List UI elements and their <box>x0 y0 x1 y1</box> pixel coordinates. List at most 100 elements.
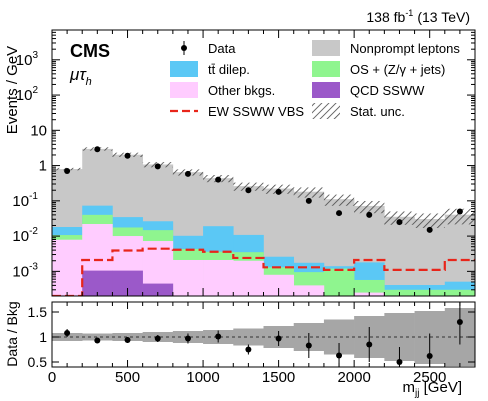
legend: Data tt̄ dilep. Other bkgs. EW SSWW VBS Nonp… <box>170 40 460 119</box>
stat-unc-band <box>384 211 415 225</box>
ratio-point <box>456 319 463 325</box>
channel-label: μτh <box>69 65 92 88</box>
y-tick-label: 10-3 <box>12 261 38 280</box>
y-tick-label: 1 <box>39 158 47 175</box>
x-tick-label: 1500 <box>262 369 295 386</box>
legend-label: Stat. unc. <box>350 104 405 119</box>
data-point <box>94 146 101 153</box>
ratio-point <box>215 333 222 340</box>
y-tick-exp: 3 <box>32 50 38 61</box>
y-tick-label: 102 <box>16 85 39 104</box>
signal-line <box>52 247 475 296</box>
bottom-plot-area <box>52 308 475 366</box>
data-point <box>305 197 312 204</box>
x-tick-label: 2500 <box>413 369 446 386</box>
x-tick-label: 0 <box>48 369 56 386</box>
stat-unc-band <box>354 200 385 214</box>
legend-marker <box>181 45 187 51</box>
histogram-bar <box>52 239 83 296</box>
y-tick-label: 103 <box>16 50 39 69</box>
legend-swatch <box>312 61 340 77</box>
ratio-point <box>184 335 191 342</box>
histogram-bar <box>172 259 204 296</box>
ratio-point <box>64 330 71 336</box>
ratio-point <box>396 359 403 365</box>
y-tick-base: 10 <box>12 228 29 245</box>
data-point <box>275 188 282 195</box>
y-tick-base: 10 <box>12 193 29 210</box>
legend-hatch <box>312 103 340 119</box>
x-tick-label: 1000 <box>186 369 219 386</box>
histogram-bar <box>323 268 355 296</box>
legend-swatch <box>170 61 198 77</box>
lumi-label: 138 fb-1 (13 TeV) <box>366 8 470 25</box>
data-point <box>64 168 71 175</box>
top-plot-area <box>52 147 475 296</box>
y-tick-base: 10 <box>30 122 47 139</box>
ratio-point <box>366 341 373 348</box>
histogram-bar <box>82 270 113 296</box>
stat-unc-band <box>414 213 445 228</box>
histogram-bar <box>233 260 264 296</box>
legend-label: tt̄ dilep. <box>208 62 250 77</box>
ratio-point <box>305 342 312 349</box>
y-tick-label: 10-1 <box>12 191 38 210</box>
data-point <box>215 176 222 183</box>
ratio-point <box>124 337 131 343</box>
ratio-point <box>245 346 252 353</box>
legend-label: QCD SSWW <box>350 83 425 98</box>
ratio-unc-band <box>233 328 264 346</box>
data-point <box>366 211 373 218</box>
legend-swatch <box>170 82 198 98</box>
ratio-unc-band <box>82 333 113 341</box>
y-tick-exp: -2 <box>29 226 38 237</box>
stat-unc-band <box>323 194 355 206</box>
ratio-point <box>94 337 101 344</box>
ratio-panel: 0.5 1 1.5 0 500 1000 1500 2000 2500 <box>28 301 476 386</box>
stat-unc-band <box>444 208 475 225</box>
y-tick-label: 10-2 <box>12 226 38 245</box>
x-tick-label: 2000 <box>337 369 370 386</box>
histogram-bar <box>354 279 385 296</box>
y-axis-label-bottom: Data / Bkg <box>4 301 20 366</box>
y-tick-exp: -3 <box>29 261 38 272</box>
data-point <box>336 210 343 217</box>
legend-label: Nonprompt leptons <box>350 41 460 56</box>
y-tick-exp: -1 <box>29 191 38 202</box>
data-point <box>396 219 403 226</box>
y-axis-label-top: Events / GeV <box>4 46 21 134</box>
legend-swatch <box>312 82 340 98</box>
data-point <box>154 163 161 170</box>
legend-swatch <box>312 40 340 56</box>
y-tick-exp: 2 <box>32 85 38 96</box>
legend-label: Other bkgs. <box>208 83 275 98</box>
data-point <box>426 226 433 233</box>
x-axis-label: mjj [GeV] <box>403 379 462 399</box>
y-tick-base: 10 <box>16 52 33 69</box>
y-tick-base: 1 <box>39 158 47 175</box>
histogram-bar <box>293 285 325 296</box>
ratio-point <box>336 352 343 359</box>
ratio-y-tick-label: 0.5 <box>28 354 48 370</box>
legend-label: OS + (Z/γ + jets) <box>350 62 445 77</box>
histogram-bar <box>384 216 415 296</box>
cms-label: CMS <box>70 41 110 61</box>
ratio-point <box>275 335 282 342</box>
data-point <box>124 152 131 159</box>
legend-label: Data <box>208 41 236 56</box>
y-tick-base: 10 <box>12 263 29 280</box>
histogram-bar <box>142 283 174 296</box>
data-point <box>184 170 191 177</box>
ratio-y-tick-label: 1 <box>39 329 47 345</box>
histogram-bar <box>203 259 234 296</box>
y-tick-label: 10 <box>30 122 47 139</box>
y-tick-base: 10 <box>16 87 33 104</box>
data-point <box>456 208 463 215</box>
data-point <box>245 187 252 194</box>
histogram-bar <box>263 274 295 296</box>
ratio-point <box>154 335 161 342</box>
stat-unc-band <box>233 182 264 191</box>
legend-label: EW SSWW VBS <box>208 104 304 119</box>
